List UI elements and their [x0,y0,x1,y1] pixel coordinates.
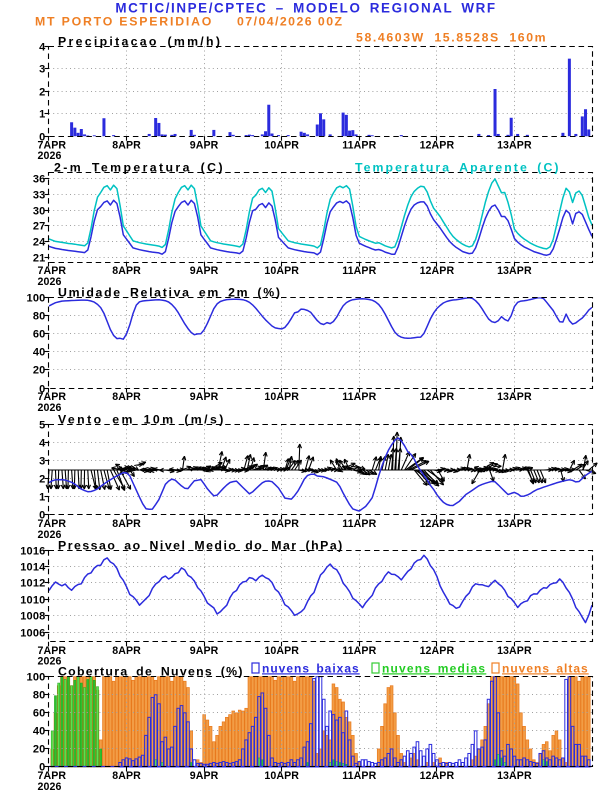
svg-text:8APR: 8APR [112,391,141,403]
svg-text:13APR: 13APR [497,265,532,277]
svg-text:12APR: 12APR [420,518,455,530]
svg-text:1008: 1008 [20,611,45,623]
svg-text:100: 100 [27,672,46,684]
svg-text:3: 3 [39,456,45,468]
svg-text:13APR: 13APR [497,645,532,657]
svg-text:13APR: 13APR [497,518,532,530]
svg-text:24: 24 [33,237,46,249]
svg-text:58.4603W 15.8528S 160m: 58.4603W 15.8528S 160m [356,31,547,45]
svg-text:21: 21 [33,253,46,265]
svg-text:nuvens altas: nuvens altas [502,661,589,675]
svg-text:nuvens baixas: nuvens baixas [262,661,360,675]
svg-text:12APR: 12APR [420,645,455,657]
svg-text:27: 27 [33,221,46,233]
svg-text:10APR: 10APR [264,265,299,277]
svg-text:1016: 1016 [20,546,45,558]
svg-text:11APR: 11APR [342,518,376,530]
svg-text:9APR: 9APR [190,518,219,530]
svg-text:11APR: 11APR [342,139,376,151]
svg-text:9APR: 9APR [190,265,219,277]
svg-text:9APR: 9APR [190,770,219,782]
svg-text:10APR: 10APR [264,391,299,403]
svg-text:2-m Temperatura (C): 2-m Temperatura (C) [54,161,225,175]
svg-text:nuvens medias: nuvens medias [382,661,486,675]
svg-text:40: 40 [33,726,46,738]
svg-text:100: 100 [27,293,46,305]
svg-text:10APR: 10APR [264,139,299,151]
svg-text:5: 5 [39,420,45,432]
svg-text:60: 60 [33,329,46,341]
svg-text:MCTIC/INPE/CPTEC – MODELO REGI: MCTIC/INPE/CPTEC – MODELO REGIONAL WRF [115,1,496,16]
svg-text:11APR: 11APR [342,391,376,403]
svg-text:Precipitacao (mm/h): Precipitacao (mm/h) [58,35,222,49]
svg-text:8APR: 8APR [112,518,141,530]
svg-text:2: 2 [39,474,45,486]
svg-text:12APR: 12APR [420,770,455,782]
svg-text:07/04/2026 00Z: 07/04/2026 00Z [237,15,343,29]
svg-text:13APR: 13APR [497,139,532,151]
svg-text:2026: 2026 [38,781,62,792]
svg-text:11APR: 11APR [342,770,376,782]
svg-text:1: 1 [39,109,45,121]
svg-text:13APR: 13APR [497,391,532,403]
svg-text:4: 4 [39,438,46,450]
svg-text:1006: 1006 [20,628,45,640]
svg-text:10APR: 10APR [264,770,299,782]
svg-text:9APR: 9APR [190,645,219,657]
svg-text:11APR: 11APR [342,645,376,657]
svg-text:1010: 1010 [20,595,45,607]
svg-text:1014: 1014 [20,562,46,574]
svg-text:36: 36 [33,174,46,186]
svg-text:Temperatura Aparente (C): Temperatura Aparente (C) [355,161,561,175]
svg-text:4: 4 [39,42,46,54]
svg-text:8APR: 8APR [112,265,141,277]
svg-text:9APR: 9APR [190,139,219,151]
svg-text:12APR: 12APR [420,391,455,403]
svg-text:10APR: 10APR [264,645,299,657]
svg-text:80: 80 [33,311,46,323]
svg-text:3: 3 [39,64,45,76]
svg-text:33: 33 [33,190,46,202]
svg-text:20: 20 [33,365,46,377]
svg-text:9APR: 9APR [190,391,219,403]
svg-text:11APR: 11APR [342,265,376,277]
svg-text:Umidade Relativa em 2m (%): Umidade Relativa em 2m (%) [58,286,282,300]
svg-text:Pressao ao Nivel Medio do Mar: Pressao ao Nivel Medio do Mar (hPa) [58,539,344,553]
svg-text:80: 80 [33,690,46,702]
svg-text:1: 1 [39,492,45,504]
svg-text:60: 60 [33,708,46,720]
svg-text:8APR: 8APR [112,645,141,657]
svg-text:40: 40 [33,347,46,359]
svg-text:Cobertura de Nuvens (%): Cobertura de Nuvens (%) [58,665,244,679]
svg-text:Vento em 10m (m/s): Vento em 10m (m/s) [58,413,226,427]
svg-text:12APR: 12APR [420,139,455,151]
svg-text:MT PORTO ESPERIDIAO: MT PORTO ESPERIDIAO [35,15,213,29]
svg-text:30: 30 [33,206,46,218]
svg-text:13APR: 13APR [497,770,532,782]
svg-text:2: 2 [39,87,45,99]
svg-text:8APR: 8APR [112,139,141,151]
svg-text:1012: 1012 [20,578,45,590]
svg-text:8APR: 8APR [112,770,141,782]
svg-text:12APR: 12APR [420,265,455,277]
svg-text:20: 20 [33,744,46,756]
svg-text:10APR: 10APR [264,518,299,530]
